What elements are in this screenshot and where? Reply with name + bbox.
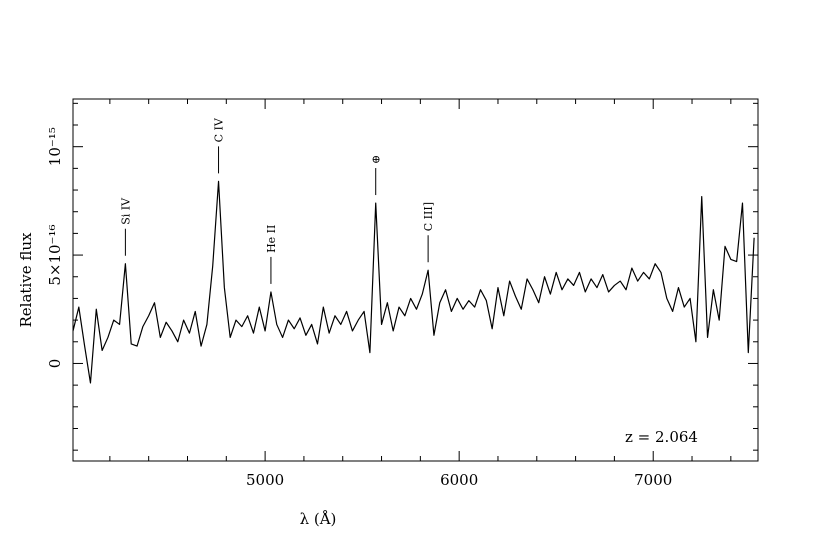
y-tick-label: 0 xyxy=(46,359,64,369)
x-tick-label: 6000 xyxy=(440,471,478,489)
line-label: Si IV xyxy=(119,197,132,225)
line-label: C III] xyxy=(422,202,435,231)
y-axis-label: Relative flux xyxy=(17,232,35,328)
line-label: He II xyxy=(265,225,278,253)
redshift-label: z = 2.064 xyxy=(625,428,698,446)
line-label: C IV xyxy=(213,117,226,142)
spectrum-line xyxy=(72,180,755,384)
y-tick-label: 10⁻¹⁵ xyxy=(46,127,64,166)
line-label: ⊕ xyxy=(370,155,383,164)
y-tick-label: 5×10⁻¹⁶ xyxy=(46,224,64,285)
plot-frame xyxy=(72,98,759,462)
x-tick-label: 7000 xyxy=(634,471,672,489)
x-axis-label: λ (Å) xyxy=(300,510,337,528)
x-tick-label: 5000 xyxy=(246,471,284,489)
